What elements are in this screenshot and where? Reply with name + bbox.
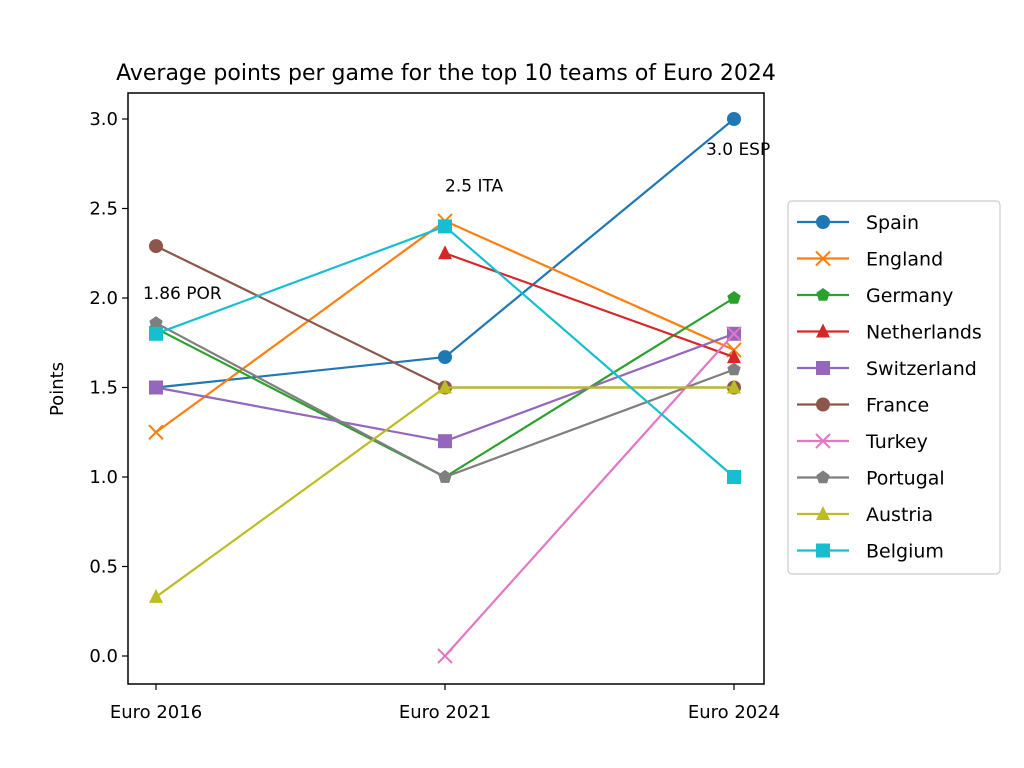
y-tick-label: 3.0: [89, 109, 118, 130]
marker-x: [148, 424, 164, 440]
legend-item: Spain: [797, 212, 919, 234]
y-tick-label: 2.5: [89, 199, 118, 220]
y-axis-label: Points: [47, 362, 68, 416]
marker-triangle: [816, 323, 830, 338]
legend-label: Spain: [866, 212, 919, 234]
marker-pentagon: [816, 470, 830, 484]
marker-triangle: [816, 506, 830, 520]
legend-item: Germany: [797, 285, 953, 307]
legend-item: Austria: [797, 504, 933, 526]
chart-title: Average points per game for the top 10 t…: [116, 61, 776, 86]
x-tick-label: Euro 2016: [110, 702, 202, 723]
annotation-label: 3.0 ESP: [706, 140, 770, 160]
marker-pentagon: [727, 362, 741, 376]
marker-x: [815, 250, 831, 267]
x-tick-label: Euro 2021: [399, 702, 491, 723]
legend-item: France: [797, 395, 929, 417]
axes-frame: [127, 92, 765, 685]
series-austria: [149, 379, 741, 603]
marker-circle: [438, 350, 452, 365]
marker-x: [437, 648, 453, 664]
x-axis: Euro 2016 Euro 2021 Euro 2024: [110, 684, 780, 723]
marker-circle: [727, 112, 741, 126]
legend-label: Germany: [866, 285, 953, 307]
marker-x: [815, 433, 831, 449]
marker-square: [438, 434, 452, 449]
legend-item: Netherlands: [797, 322, 982, 344]
series-belgium: [149, 219, 741, 484]
legend-label: Portugal: [866, 468, 945, 490]
marker-square: [816, 543, 830, 558]
marker-triangle: [438, 379, 452, 394]
legend-item: England: [797, 249, 943, 271]
marker-circle: [816, 397, 830, 412]
marker-circle: [816, 215, 830, 229]
marker-square: [149, 380, 163, 395]
marker-circle: [149, 239, 163, 254]
marker-pentagon: [438, 470, 452, 483]
annotation-layer: 1.86 POR 2.5 ITA 3.0 ESP: [143, 140, 770, 304]
legend: Spain England Germany Netherlands Switzerlan…: [787, 200, 1001, 575]
legend-label: Switzerland: [866, 358, 977, 380]
marker-pentagon: [149, 316, 163, 329]
marker-square: [149, 326, 163, 341]
legend-label: Netherlands: [866, 322, 982, 344]
marker-triangle: [149, 588, 163, 603]
legend-label: Turkey: [865, 431, 928, 453]
series-netherlands: [438, 245, 741, 364]
y-tick-label: 0.5: [89, 557, 118, 578]
y-tick-label: 0.0: [89, 646, 118, 667]
annotation-label: 2.5 ITA: [445, 177, 504, 197]
marker-pentagon: [816, 288, 830, 301]
x-tick-label: Euro 2024: [688, 702, 780, 723]
y-axis: 0.0 0.5 1.0 1.5 2.0 2.5 3.0: [89, 109, 128, 667]
y-tick-label: 1.0: [89, 467, 118, 488]
legend-item: Turkey: [797, 431, 928, 453]
legend-item: Portugal: [797, 468, 945, 490]
series-line: [444, 252, 735, 359]
series-layer: [148, 112, 742, 664]
marker-triangle: [438, 245, 452, 260]
marker-triangle: [727, 349, 741, 364]
y-tick-label: 2.0: [89, 288, 118, 309]
legend-item: Belgium: [797, 541, 944, 563]
marker-x: [726, 326, 742, 342]
legend-label: Austria: [866, 504, 933, 526]
marker-square: [816, 361, 830, 375]
marker-triangle: [727, 379, 741, 394]
marker-square: [727, 470, 741, 484]
y-tick-label: 1.5: [89, 378, 118, 399]
legend-label: England: [866, 249, 943, 271]
legend-item: Switzerland: [797, 358, 977, 380]
legend-label: France: [866, 395, 929, 417]
marker-square: [438, 219, 452, 234]
marker-pentagon: [727, 291, 741, 304]
annotation-label: 1.86 POR: [143, 284, 222, 304]
series-portugal: [149, 316, 741, 483]
legend-label: Belgium: [866, 541, 944, 563]
